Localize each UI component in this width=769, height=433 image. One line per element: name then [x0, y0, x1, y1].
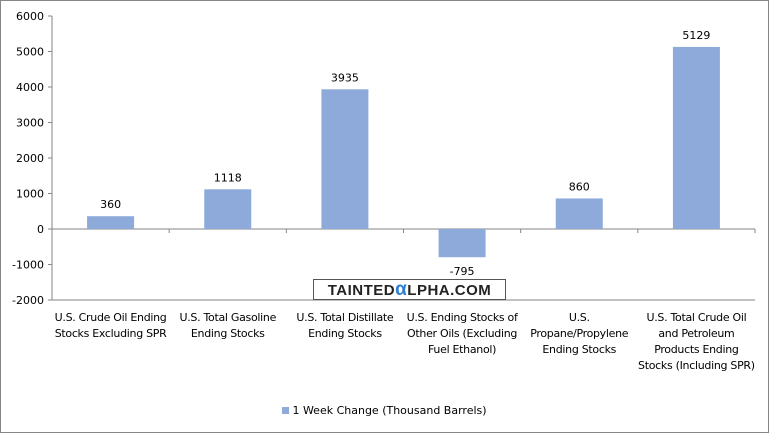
bar: [321, 89, 369, 230]
data-label: 1118: [214, 171, 242, 184]
bar: [204, 189, 252, 229]
data-label: 360: [100, 198, 121, 211]
bar: [555, 198, 603, 229]
bar: [672, 46, 720, 229]
data-label: 5129: [682, 29, 710, 42]
x-category-label: U.S. Total Distillate Ending Stocks: [296, 311, 394, 340]
y-tick-label: 2000: [16, 152, 44, 165]
x-category-label: U.S. Ending Stocks of Other Oils (Exclud…: [406, 311, 518, 356]
y-tick-label: 0: [37, 223, 44, 236]
y-tick-label: -1000: [12, 259, 44, 272]
y-tick-label: 5000: [16, 46, 44, 59]
x-category-label: U.S. Propane/Propylene Ending Stocks: [530, 311, 629, 356]
y-tick-label: 1000: [16, 188, 44, 201]
y-tick-label: -2000: [12, 294, 44, 307]
y-tick-label: 3000: [16, 117, 44, 130]
data-label: -795: [450, 265, 475, 278]
legend-swatch: [282, 407, 290, 414]
legend-label: 1 Week Change (Thousand Barrels): [292, 404, 487, 417]
data-label: 860: [569, 180, 590, 193]
x-category-label: U.S. Total Gasoline Ending Stocks: [179, 311, 277, 340]
legend: 1 Week Change (Thousand Barrels): [0, 404, 769, 417]
data-label: 3935: [331, 71, 359, 84]
x-category-label: U.S. Total Crude Oil and Petroleum Produ…: [638, 311, 755, 372]
y-tick-label: 6000: [16, 10, 44, 23]
watermark-logo: TAINTEDαLPHA.COM: [313, 279, 506, 300]
y-tick-label: 4000: [16, 81, 44, 94]
bar: [87, 216, 135, 229]
bar: [438, 229, 486, 258]
x-category-label: U.S. Crude Oil Ending Stocks Excluding S…: [54, 311, 167, 340]
